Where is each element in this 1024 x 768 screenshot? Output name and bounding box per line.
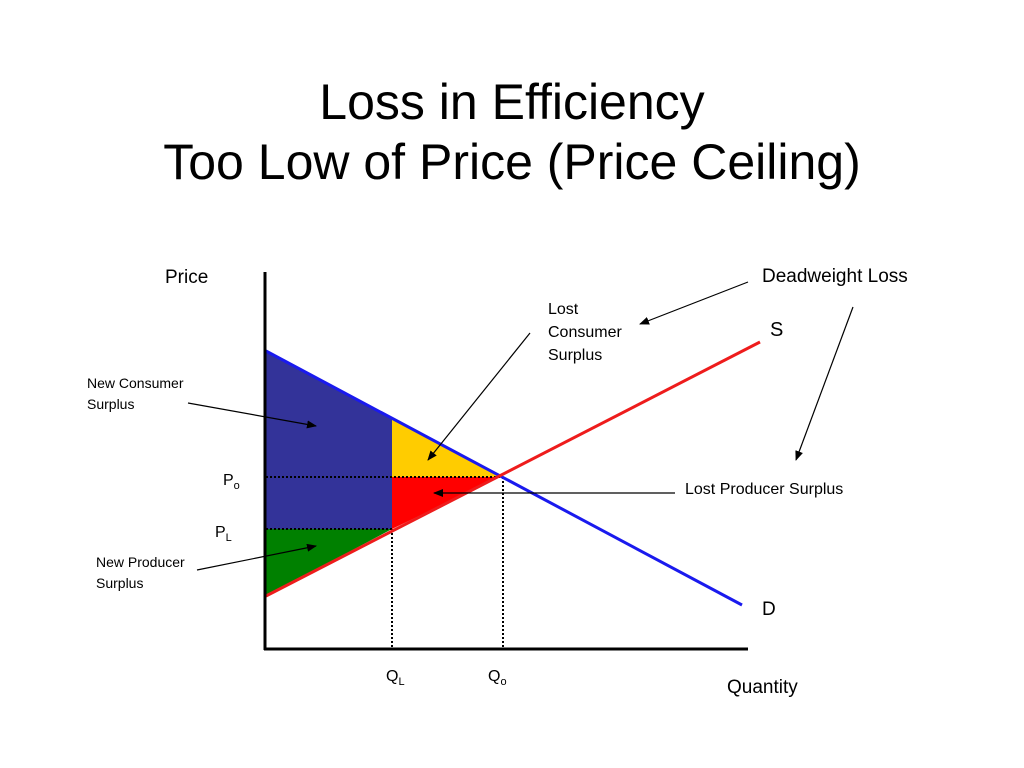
arrow-new-consumer-surplus (187, 402, 317, 429)
demand-curve-label: D (762, 599, 776, 620)
arrow-deadweight-loss-left (639, 281, 749, 325)
lost-producer-surplus-label: Lost Producer Surplus (685, 481, 843, 498)
p-low-label: PL (215, 524, 232, 544)
y-axis-label: Price (165, 267, 208, 288)
lost-consumer-surplus-label-line-2: Consumer (548, 324, 622, 341)
title-line-1: Loss in Efficiency (319, 74, 705, 130)
new-consumer-surplus-region (266, 351, 392, 529)
new-producer-surplus-label-line-2: Surplus (96, 575, 143, 591)
deadweight-loss-label: Deadweight Loss (762, 266, 908, 287)
p-original-label: Po (223, 472, 240, 492)
new-producer-surplus-label-line-1: New Producer (96, 554, 185, 570)
q-original-label: Qo (488, 668, 507, 688)
q-low-label: QL (386, 668, 405, 688)
slide-title: Loss in Efficiency Too Low of Price (Pri… (0, 72, 1024, 192)
arrow-deadweight-loss-down (795, 306, 854, 461)
lost-consumer-surplus-label-line-3: Surplus (548, 347, 602, 364)
new-consumer-surplus-label-line-2: Surplus (87, 396, 134, 412)
arrow-lost-consumer-surplus (427, 332, 531, 461)
title-line-2: Too Low of Price (Price Ceiling) (163, 134, 861, 190)
supply-curve (265, 340, 761, 598)
supply-curve-label: S (770, 319, 783, 341)
demand-curve (265, 349, 743, 607)
lost-consumer-surplus-label-line-1: Lost (548, 301, 579, 318)
new-consumer-surplus-label-line-1: New Consumer (87, 375, 184, 391)
x-axis-label: Quantity (727, 677, 798, 698)
arrow-new-producer-surplus (196, 543, 317, 571)
